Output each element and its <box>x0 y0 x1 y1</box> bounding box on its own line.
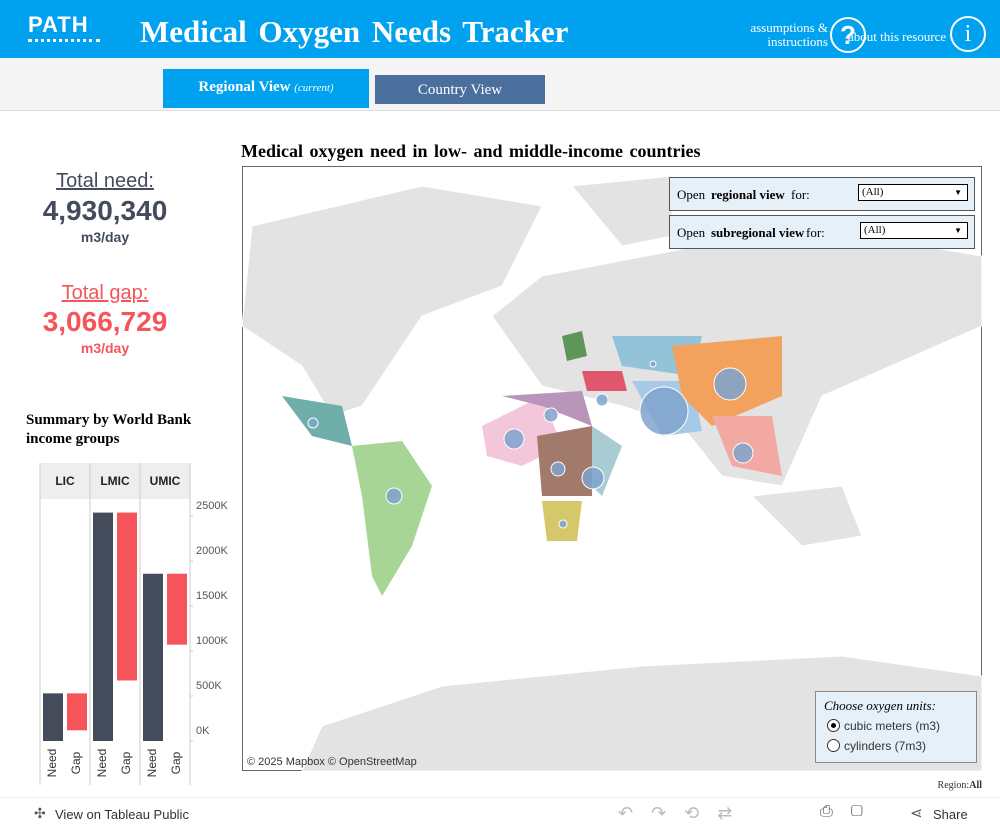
tab-label: Regional View <box>198 79 291 95</box>
subregional-filter[interactable]: Open subregional view for: (All) ▼ <box>669 215 975 249</box>
gap-value: 3,066,729 <box>42 306 168 337</box>
column-header <box>40 463 90 499</box>
gap-bar <box>167 573 187 645</box>
gap-bar <box>67 693 87 731</box>
tab-country[interactable]: Country View <box>375 75 545 104</box>
chart-title: Summary by World Bank income groups <box>26 412 192 447</box>
share-button[interactable]: Share <box>933 807 968 822</box>
help-icon[interactable]: ? <box>830 17 866 53</box>
series-label: Gap <box>169 751 183 774</box>
need-label: Total need: <box>56 170 154 192</box>
gap-bar <box>117 512 137 681</box>
legend-label: Region: <box>937 780 970 791</box>
series-label: Gap <box>119 751 133 774</box>
need-bar <box>93 512 113 741</box>
bubbles <box>307 360 754 529</box>
category-label: UMIC <box>150 474 181 488</box>
units-box: Choose oxygen units: cubic meters (m3) c… <box>815 691 977 763</box>
series-label: Gap <box>69 751 83 774</box>
tool-icons[interactable]: ⎙▢ <box>820 803 881 820</box>
info-icon[interactable]: i <box>950 16 986 52</box>
units-title: Choose oxygen units: <box>824 698 936 713</box>
need-bar <box>43 693 63 741</box>
map[interactable]: © 2025 Mapbox © OpenStreetMap <box>242 166 982 771</box>
logo-strip <box>28 39 100 47</box>
title: Medical Oxygen Needs Tracker <box>140 14 569 49</box>
y-tick-label: 2500K <box>196 500 228 512</box>
radio-label: cubic meters (m3) <box>844 719 941 733</box>
bar-chart: 0K 500K 1000K 1500K 2000K 2500K LIC Need Gap LMIC… <box>39 463 228 785</box>
filter-prefix: Open <box>677 225 706 240</box>
logo: PATH <box>28 12 89 37</box>
category-label: LIC <box>55 474 75 488</box>
dropdown[interactable]: (All) ▼ <box>860 222 968 239</box>
column-header <box>140 463 190 499</box>
need-value: 4,930,340 <box>42 195 168 226</box>
header: PATH Medical Oxygen Needs Tracker assump… <box>0 0 1000 58</box>
y-tick-label: 1000K <box>196 635 228 647</box>
attribution: © 2025 Mapbox © OpenStreetMap <box>247 756 417 768</box>
toolbar: ✣ View on Tableau Public ↶↷⟲⇄ ⎙▢ ⋖ Share <box>0 797 1000 828</box>
radio-on[interactable] <box>827 719 840 732</box>
history-buttons: ↶↷⟲⇄ <box>618 803 751 823</box>
dropdown-value: (All) <box>864 224 886 236</box>
filter-bold: subregional view <box>711 225 805 240</box>
filter-suffix: for: <box>806 225 825 240</box>
y-tick-label: 1500K <box>196 590 228 602</box>
tableau-icon: ✣ <box>34 805 46 821</box>
need-bar <box>143 573 163 741</box>
need-unit: m3/day <box>80 229 130 245</box>
share-icon: ⋖ <box>910 805 923 822</box>
about-link[interactable]: about this resource <box>848 29 947 44</box>
category-label: LMIC <box>100 474 130 488</box>
tab-note: (current) <box>294 82 334 94</box>
filter-bold: regional view <box>711 187 785 202</box>
regional-filter[interactable]: Open regional view for: (All) ▼ <box>669 177 975 211</box>
tab-regional[interactable]: Regional View (current) <box>163 69 369 108</box>
dropdown-value: (All) <box>862 186 884 198</box>
y-tick-label: 0K <box>196 725 210 737</box>
series-label: Need <box>145 749 159 778</box>
radio-off[interactable] <box>827 739 840 752</box>
y-tick-label: 500K <box>196 680 222 692</box>
radio-label: cylinders (7m3) <box>844 739 927 753</box>
series-label: Need <box>95 749 109 778</box>
gap-unit: m3/day <box>80 340 130 356</box>
y-tick-label: 2000K <box>196 545 228 557</box>
legend-value: All <box>969 780 982 791</box>
map-title: Medical oxygen need in low- and middle-i… <box>241 141 701 161</box>
dropdown[interactable]: (All) ▼ <box>858 184 968 201</box>
column-header <box>90 463 140 499</box>
filter-prefix: Open <box>677 187 706 202</box>
view-link[interactable]: View on Tableau Public <box>55 807 189 822</box>
series-label: Need <box>45 749 59 778</box>
filter-suffix: for: <box>791 187 810 202</box>
legend: Region:All <box>938 780 982 791</box>
gap-label: Total gap: <box>61 282 149 304</box>
tab-bar: Regional View (current) Country View <box>0 58 1000 111</box>
assumptions-link[interactable]: assumptions & instructions <box>750 20 828 49</box>
